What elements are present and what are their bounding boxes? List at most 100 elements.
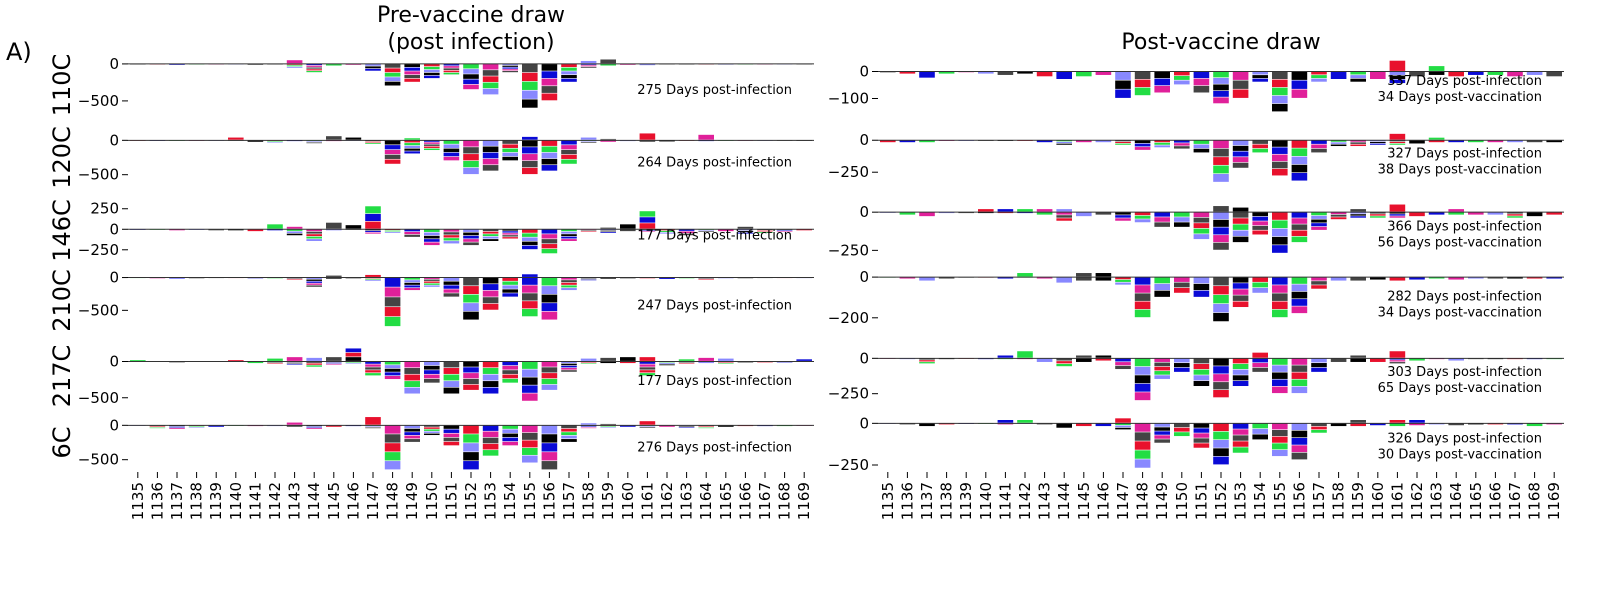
logo-letter	[541, 311, 558, 320]
column-0: Pre-vaccine draw(post infection)0−500110…	[48, 3, 814, 520]
logo-letter-positive	[580, 137, 597, 140]
x-tick-label: 1147	[364, 482, 382, 520]
logo-letter	[463, 242, 479, 246]
row-annotation: 303 Days post-infection	[1387, 365, 1542, 380]
logo-letter	[424, 232, 440, 236]
row-annotation: 34 Days post-vaccination	[1378, 90, 1542, 105]
logo-letter	[1232, 358, 1249, 364]
logo-letter	[482, 443, 499, 450]
logo-letter	[919, 423, 935, 427]
logo-letter	[1095, 358, 1112, 361]
logo-letter-positive	[286, 422, 303, 425]
x-tick-label: 1149	[1153, 482, 1171, 520]
logo-letter	[561, 145, 577, 150]
y-tick-label: 0	[859, 349, 869, 367]
logo-letter	[1311, 144, 1327, 149]
logo-letter	[384, 461, 401, 470]
row-annotation: 275 Days post-infection	[637, 83, 792, 98]
logo-letter	[502, 67, 518, 69]
logo-letter	[1272, 285, 1288, 293]
logo-letter	[737, 229, 754, 231]
y-tick-label: −250	[828, 456, 869, 474]
logo-letter	[1115, 365, 1131, 370]
logo-letter	[463, 232, 479, 236]
logo-letter	[1448, 423, 1464, 426]
logo-letter	[1056, 141, 1072, 144]
logo-letter	[1311, 140, 1327, 144]
logo-letter	[561, 149, 577, 155]
logo-letter	[1193, 228, 1210, 234]
x-tick-label: 1153	[1232, 482, 1250, 520]
logo-letter	[424, 277, 440, 279]
logo-letter	[1409, 71, 1425, 77]
logo-letter	[463, 229, 479, 232]
logo-letter	[1154, 71, 1170, 79]
logo-letter	[443, 381, 460, 387]
logo-letter	[404, 71, 420, 75]
logo-letter	[326, 277, 342, 279]
logo-letter	[1213, 312, 1229, 322]
logo-letter	[718, 363, 734, 364]
logo-letter	[1154, 435, 1170, 439]
logo-letter	[306, 363, 322, 365]
logo-letter	[1507, 277, 1523, 279]
logo-letter	[502, 233, 518, 235]
logo-letter	[1487, 140, 1504, 143]
logo-letter-positive	[1115, 418, 1131, 423]
logo-letter	[1134, 383, 1151, 392]
x-tick-label: 1142	[266, 482, 284, 520]
logo-letter	[443, 229, 460, 232]
logo-letter	[463, 63, 479, 69]
logo-letter	[1291, 230, 1308, 237]
logo-letter	[1350, 140, 1366, 142]
logo-letter	[1174, 282, 1190, 288]
logo-letter	[384, 63, 401, 68]
logo-letter	[1134, 71, 1151, 79]
logo-letter	[678, 362, 695, 363]
logo-letter	[580, 231, 597, 232]
logo-letter	[1232, 301, 1249, 308]
logo-letter	[522, 425, 538, 433]
logo-letter	[561, 231, 577, 234]
logo-letter-positive	[286, 60, 303, 64]
logo-letter	[1213, 303, 1229, 313]
x-tick-label: 1138	[938, 482, 956, 520]
logo-letter	[1036, 212, 1053, 215]
logo-letter	[541, 239, 558, 244]
logo-letter	[1232, 375, 1249, 381]
logo-letter	[365, 370, 381, 373]
logo-letter	[169, 229, 185, 231]
logo-letter	[1232, 218, 1249, 224]
logo-letter	[580, 427, 597, 429]
logo-letter	[1095, 423, 1112, 427]
logo-letter	[1232, 151, 1249, 157]
logo-letter-positive	[639, 217, 656, 223]
logo-letter	[1428, 212, 1445, 215]
y-tick-label: 0	[109, 269, 119, 287]
logo-letter	[1428, 277, 1445, 279]
logo-letter	[1370, 216, 1386, 218]
logo-letter	[522, 140, 538, 147]
logo-letter	[1272, 423, 1288, 430]
logo-letter-positive	[365, 417, 381, 425]
logo-letter	[502, 281, 518, 285]
logo-letter	[482, 368, 499, 374]
logo-letter	[698, 427, 714, 429]
logo-letter	[678, 426, 695, 427]
logo-letter-positive	[365, 206, 381, 214]
logo-letter	[1311, 363, 1327, 368]
logo-letter	[1154, 78, 1170, 86]
x-tick-label: 1143	[286, 482, 304, 520]
x-tick-label: 1145	[325, 482, 343, 520]
logo-letter-positive	[1350, 420, 1366, 423]
logo-letter	[1193, 375, 1210, 381]
logo-letter	[1193, 223, 1210, 229]
logo-letter	[718, 229, 734, 232]
y-tick-label: −250	[828, 241, 869, 259]
logo-letter	[1311, 430, 1327, 433]
logo-letter	[522, 309, 538, 317]
logo-letter	[365, 367, 381, 370]
logo-letter	[1370, 277, 1386, 280]
